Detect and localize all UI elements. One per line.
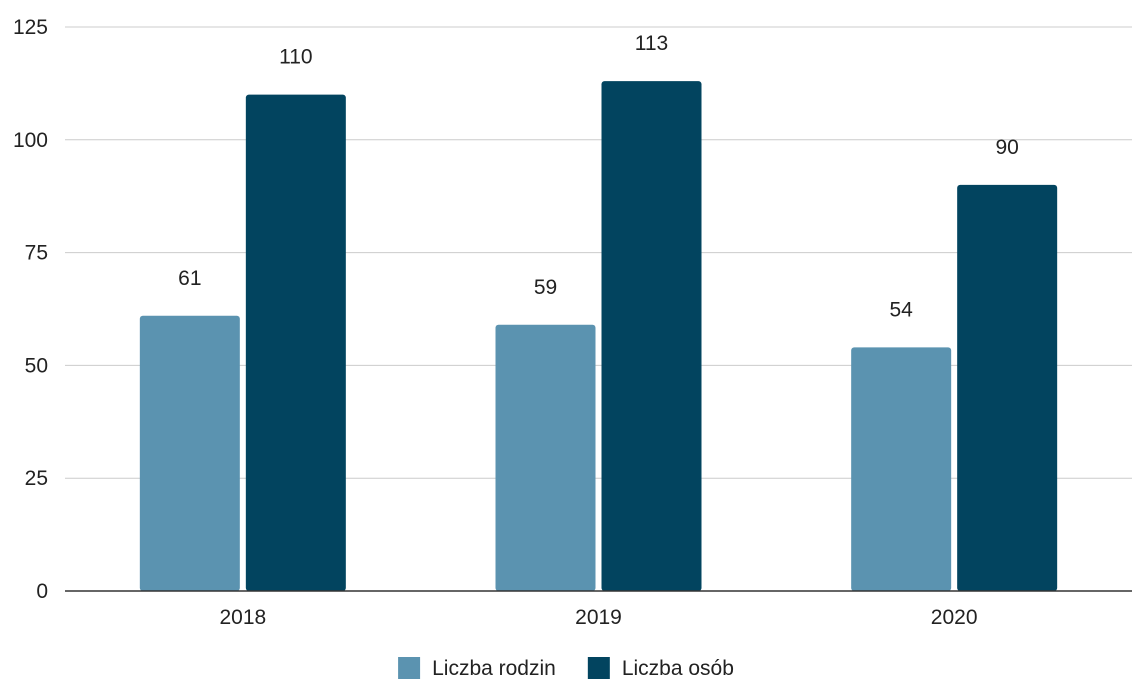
y-tick-label: 0 — [36, 580, 48, 603]
y-axis-tick-labels: 0 25 50 75 100 125 — [13, 16, 48, 603]
legend-label: Liczba rodzin — [432, 657, 556, 680]
y-tick-label: 100 — [13, 129, 48, 152]
legend-swatch — [398, 657, 421, 679]
bars — [139, 81, 1058, 592]
x-tick-label: 2019 — [575, 606, 622, 629]
y-tick-label: 50 — [25, 354, 48, 377]
y-tick-label: 75 — [25, 242, 48, 265]
bar-2018-series-1 — [245, 94, 346, 592]
y-tick-label: 25 — [25, 467, 48, 490]
bar-2020-series-0 — [851, 347, 952, 591]
bar-2019-series-0 — [495, 324, 596, 591]
y-tick-label: 125 — [13, 16, 48, 39]
data-labels: 61 110 59 113 54 90 — [178, 32, 1019, 321]
bar-2019-series-1 — [601, 81, 702, 592]
bar-2020-series-1 — [957, 184, 1058, 592]
data-label: 54 — [889, 298, 913, 321]
x-axis-tick-labels: 2018 2019 2020 — [219, 606, 977, 629]
bar-2018-series-0 — [139, 315, 240, 591]
legend: Liczba rodzin Liczba osób — [398, 657, 734, 680]
legend-label: Liczba osób — [622, 657, 734, 680]
legend-swatch — [587, 657, 610, 679]
legend-item: Liczba rodzin — [398, 657, 556, 680]
grid-lines — [65, 26, 1132, 479]
x-tick-label: 2018 — [219, 606, 266, 629]
data-label: 59 — [534, 276, 557, 299]
data-label: 110 — [279, 46, 312, 69]
data-label: 90 — [995, 136, 1018, 159]
data-label: 113 — [635, 32, 668, 55]
x-tick-label: 2020 — [931, 606, 978, 629]
data-label: 61 — [178, 267, 201, 290]
legend-item: Liczba osób — [587, 657, 734, 680]
